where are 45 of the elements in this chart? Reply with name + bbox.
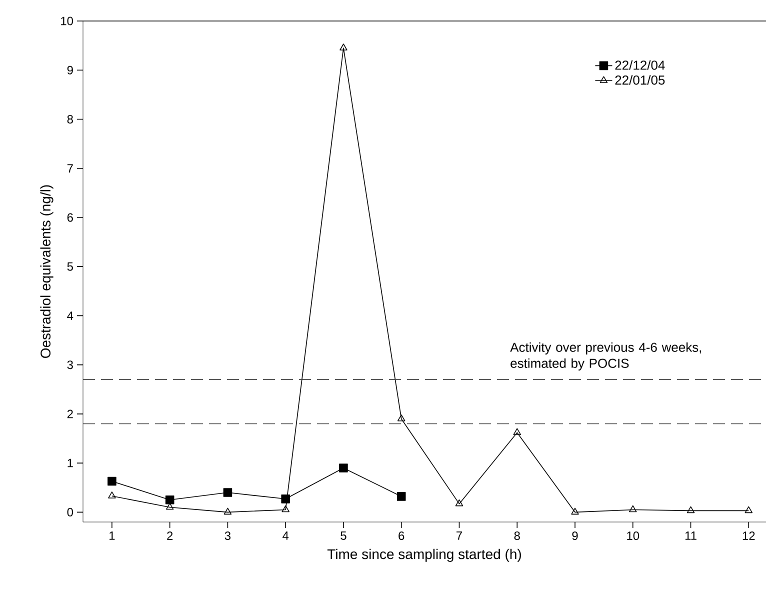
x-tick-label: 6 xyxy=(398,532,404,540)
point xyxy=(339,464,348,472)
x-tick-label: 5 xyxy=(340,532,346,540)
x-tick-label: 2 xyxy=(167,532,173,540)
y-tick-label: 8 xyxy=(67,114,73,124)
point xyxy=(629,505,637,512)
point xyxy=(686,506,695,514)
x-tick-label: 10 xyxy=(627,532,640,540)
x-tick-label: 3 xyxy=(224,532,231,540)
point xyxy=(513,428,521,436)
y-tick-label: 10 xyxy=(61,16,74,26)
point xyxy=(108,492,116,498)
annotation: Activity over previous 4-6 weeks, estimated by POCIS xyxy=(510,342,702,370)
point xyxy=(281,494,290,504)
y-tick-label: 9 xyxy=(67,66,73,74)
y-tick-label: 6 xyxy=(67,213,73,222)
point xyxy=(282,505,290,512)
point xyxy=(223,488,232,497)
x-tick-label: 7 xyxy=(456,532,462,540)
point xyxy=(108,476,116,486)
x-axis-title: Time since sampling started (h) xyxy=(327,548,521,562)
point xyxy=(571,508,579,515)
point xyxy=(455,499,464,506)
y-tick-label: 1 xyxy=(68,458,73,468)
point xyxy=(165,496,174,504)
x-tick-label: 1 xyxy=(110,532,115,540)
x-tick-label: 11 xyxy=(685,532,696,540)
point xyxy=(397,414,406,422)
y-tick-label: 3 xyxy=(67,360,73,370)
legend-label: 22/01/05 xyxy=(615,75,665,85)
y-tick-label: 7 xyxy=(67,164,73,172)
point xyxy=(224,508,232,515)
x-tick-label: 9 xyxy=(572,532,578,540)
x-tick-label: 4 xyxy=(282,532,289,540)
y-axis-title: Oestradiol equivalents (ng/l) xyxy=(40,185,54,358)
legend-label: 22/12/04 xyxy=(615,60,665,70)
point xyxy=(744,506,753,514)
x-tick-label: 8 xyxy=(514,532,520,540)
point xyxy=(340,44,348,50)
y-tick-label: 5 xyxy=(67,262,73,271)
point xyxy=(396,492,406,501)
y-tick-label: 2 xyxy=(67,410,73,418)
x-tick-label: 12 xyxy=(742,532,755,540)
y-tick-label: 0 xyxy=(67,508,74,516)
y-tick-label: 4 xyxy=(67,312,74,320)
